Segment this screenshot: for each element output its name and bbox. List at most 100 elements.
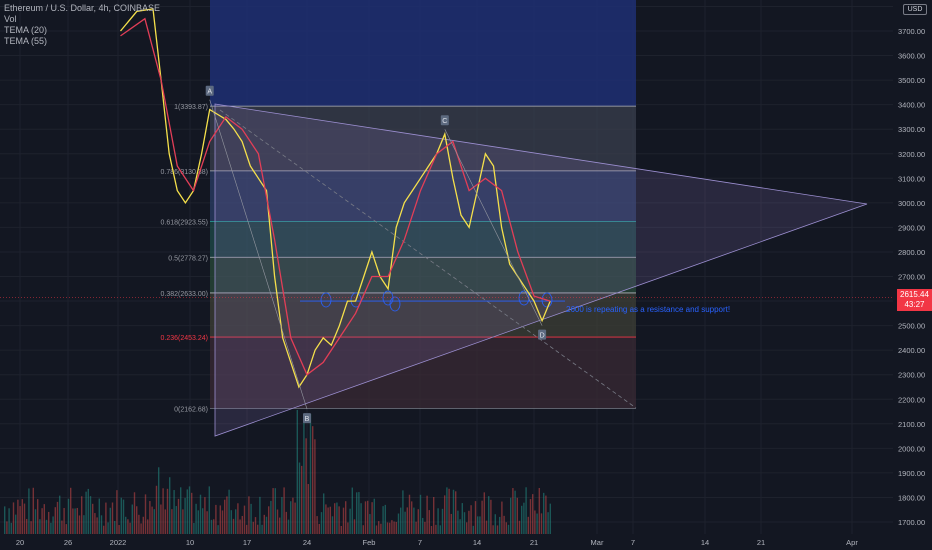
volume-bars xyxy=(4,409,551,534)
touch-circle xyxy=(518,290,530,306)
volume-bar xyxy=(294,502,296,534)
volume-bar xyxy=(499,516,501,534)
point-marker[interactable] xyxy=(440,115,449,126)
point-label: A xyxy=(207,89,212,96)
volume-bar xyxy=(158,467,160,534)
volume-bar xyxy=(114,520,116,534)
last-price-tag: 2615.44 43:27 xyxy=(897,289,932,311)
volume-bar xyxy=(490,499,492,534)
volume-bar xyxy=(496,525,499,534)
volume-bar xyxy=(411,501,413,534)
volume-bar xyxy=(457,510,459,534)
abcd-points[interactable]: A B C D xyxy=(205,85,547,424)
volume-bar xyxy=(140,523,142,534)
point-marker[interactable] xyxy=(538,329,547,340)
volume-bar xyxy=(34,509,37,534)
fib-level-label: 0.5(2778.27) xyxy=(168,255,208,262)
volume-bar xyxy=(307,484,309,534)
symbol-title[interactable]: Ethereum / U.S. Dollar, 4h, COINBASE xyxy=(4,3,161,13)
volume-bar xyxy=(347,522,349,534)
volume-bar xyxy=(210,519,213,534)
volume-bar xyxy=(461,503,463,534)
point-marker[interactable] xyxy=(205,85,214,96)
volume-bar xyxy=(516,497,518,534)
volume-bar xyxy=(450,513,452,534)
time-tick-label: 7 xyxy=(418,538,422,547)
volume-bar xyxy=(538,488,540,534)
point-label: B xyxy=(305,416,310,423)
bar-countdown: 43:27 xyxy=(904,300,925,309)
volume-bar xyxy=(257,524,259,534)
volume-bar xyxy=(318,523,320,534)
volume-bar xyxy=(78,515,81,534)
volume-bar xyxy=(419,494,422,534)
price-axis[interactable]: 1700.00 1800.00 1900.00 2000.00 2100.00 2200.… xyxy=(893,0,932,534)
trend-dashed-line[interactable] xyxy=(219,109,637,409)
volume-bar xyxy=(281,497,283,534)
volume-bar xyxy=(408,494,411,534)
volume-bar xyxy=(336,502,338,534)
volume-bar xyxy=(285,511,287,534)
volume-bar xyxy=(131,504,133,534)
triangle-drawing[interactable] xyxy=(0,103,893,437)
volume-bar xyxy=(296,409,298,534)
volume-bar xyxy=(466,522,468,534)
volume-bar xyxy=(19,506,21,534)
volume-bar xyxy=(331,516,334,534)
volume-bar xyxy=(481,500,483,534)
volume-bar xyxy=(118,525,120,534)
fib-band xyxy=(210,221,636,258)
volume-bar xyxy=(219,505,221,534)
volume-bar xyxy=(147,519,149,534)
volume-bar xyxy=(549,503,551,534)
volume-bar xyxy=(96,517,98,534)
annotation-text[interactable]: 2600 is repeating as a resistance and su… xyxy=(566,305,730,314)
legend-tema20[interactable]: TEMA (20) xyxy=(4,25,48,35)
volume-bar xyxy=(94,513,96,534)
fib-level-label: 0(2162.68) xyxy=(174,406,208,413)
volume-bar xyxy=(164,509,166,534)
volume-bar xyxy=(239,519,241,534)
volume-bar xyxy=(72,508,74,534)
time-tick-label: 17 xyxy=(243,538,251,547)
volume-bar xyxy=(547,512,549,534)
volume-bar xyxy=(103,525,105,534)
volume-bar xyxy=(543,492,545,534)
last-price: 2615.44 xyxy=(900,290,929,299)
volume-bar xyxy=(298,462,301,534)
volume-bar xyxy=(21,499,23,534)
volume-bar xyxy=(435,524,437,534)
volume-bar xyxy=(246,524,248,534)
volume-bar xyxy=(67,498,70,534)
volume-bar xyxy=(367,500,369,534)
volume-bar xyxy=(521,505,523,534)
legend-tema55[interactable]: TEMA (55) xyxy=(4,36,48,46)
volume-bar xyxy=(406,507,408,534)
volume-bar xyxy=(340,525,342,534)
fib-level-label: 1(3393.87) xyxy=(174,104,208,111)
volume-bar xyxy=(529,499,532,534)
volume-bar xyxy=(384,504,386,534)
volume-bar xyxy=(188,486,191,534)
volume-bar xyxy=(61,520,63,534)
time-tick-label: 20 xyxy=(16,538,24,547)
volume-bar xyxy=(404,511,406,534)
point-marker[interactable] xyxy=(303,413,311,424)
volume-bar xyxy=(206,511,208,534)
fib-retracement[interactable]: 1(3393.87) 0.786(3130.38) 0.618(2923.55) 0.… xyxy=(161,0,636,413)
triangle-shape[interactable] xyxy=(214,103,868,437)
time-axis[interactable]: 20 26 2022 10 17 24 Feb 7 14 21 Mar 7 14 21 Apr xyxy=(0,534,932,550)
volume-bar xyxy=(237,503,239,534)
volume-bar xyxy=(356,492,358,534)
volume-bar xyxy=(195,503,197,534)
time-tick-label: 21 xyxy=(757,538,765,547)
volume-bar xyxy=(259,496,261,534)
volume-bar xyxy=(149,501,151,534)
price-tick-label: 1900.00 xyxy=(898,469,925,478)
currency-badge[interactable]: USD xyxy=(903,4,927,15)
volume-bar xyxy=(32,487,34,534)
volume-bar xyxy=(48,511,50,534)
volume-bar xyxy=(503,515,505,534)
legend-vol[interactable]: Vol xyxy=(4,14,17,24)
